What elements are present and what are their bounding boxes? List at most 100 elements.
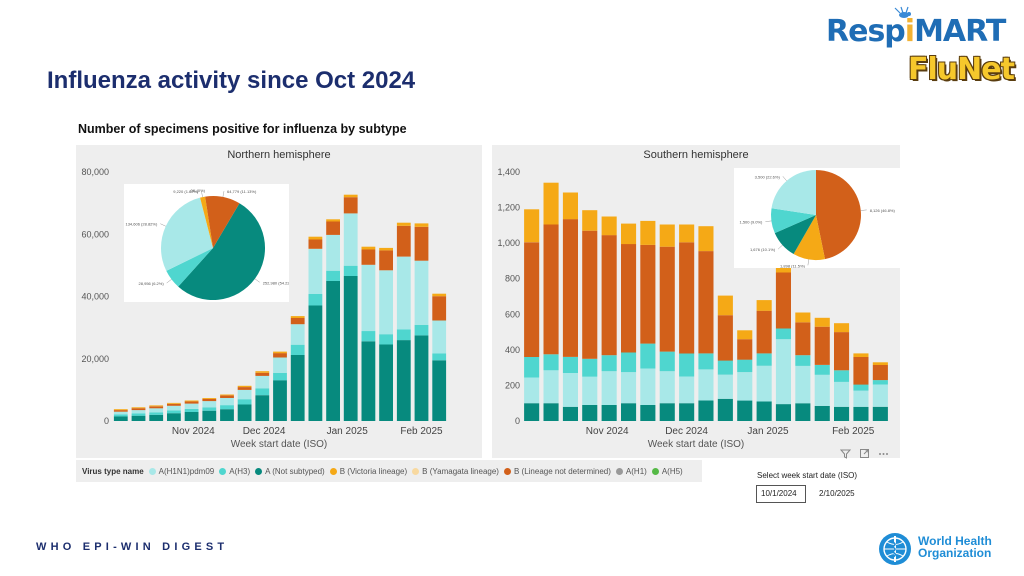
pie-slice-label: 28,956 (6.2%) xyxy=(139,281,165,286)
bar-segment xyxy=(795,403,811,421)
bar-segment xyxy=(308,248,323,294)
end-date-input[interactable]: 2/10/2025 xyxy=(814,485,864,503)
pie-slice-label: 3,500 (22.6%) xyxy=(755,174,781,179)
bar-segment xyxy=(343,265,358,276)
legend-item[interactable]: A (Not subtyped) xyxy=(255,467,325,476)
logo-respimart-text: RespiMART xyxy=(826,14,1006,49)
y-tick-label: 80,000 xyxy=(81,167,109,177)
bar-segment xyxy=(698,353,714,370)
legend-item[interactable]: A(H1N1)pdm09 xyxy=(148,467,214,476)
bar-segment xyxy=(113,414,128,417)
southern-hemisphere-bar-chart: Southern hemisphere 0 200 400 600 800 1,000 1,2… xyxy=(497,149,888,450)
legend-item[interactable]: A(H3) xyxy=(219,467,250,476)
bar-segment xyxy=(814,326,830,365)
bar-segment xyxy=(184,400,199,402)
chart-title: Southern hemisphere xyxy=(643,149,748,161)
bar-segment xyxy=(524,357,540,378)
bar-segment xyxy=(698,369,714,401)
section-title: Number of specimens positive for influen… xyxy=(78,122,407,136)
legend-item[interactable]: B (Lineage not determined) xyxy=(503,466,611,476)
bar-segment xyxy=(184,412,199,421)
x-axis-title: Week start date (ISO) xyxy=(648,439,745,450)
bar-segment xyxy=(872,380,888,385)
bar-segment xyxy=(775,272,791,329)
bar-segment xyxy=(872,406,888,421)
legend-label: B (Lineage not determined) xyxy=(513,466,611,476)
bar-segment xyxy=(379,270,393,335)
legend-item[interactable]: B (Victoria lineage) xyxy=(329,467,407,476)
legend-item[interactable]: B (Yamagata lineage) xyxy=(412,467,499,476)
bar-segment xyxy=(149,414,164,421)
bar-segment xyxy=(621,372,637,404)
bar-segment xyxy=(220,394,234,396)
bar-segment xyxy=(361,341,376,421)
bar-segment xyxy=(601,355,617,372)
start-date-input[interactable]: 10/1/2024 xyxy=(756,485,806,503)
pie-leader-line xyxy=(166,279,172,284)
y-tick-label: 400 xyxy=(505,345,520,355)
x-tick-label: Feb 2025 xyxy=(832,426,875,437)
x-tick-label: Dec 2024 xyxy=(665,426,708,437)
bar-segment xyxy=(202,401,217,408)
bar-segment xyxy=(756,300,772,311)
bar-segment xyxy=(834,370,850,382)
pie-leader-line xyxy=(807,259,810,266)
bar-segment xyxy=(659,351,675,372)
legend-swatch xyxy=(148,467,156,475)
bar-segment xyxy=(853,390,869,407)
bar-segment xyxy=(640,244,656,344)
bar-segment xyxy=(524,209,540,243)
northern-hemisphere-bar-chart: Northern hemisphere 0 20,000 40,000 60,000 80… xyxy=(81,149,447,450)
bar-segment xyxy=(543,224,559,355)
bar-segment xyxy=(795,365,811,404)
bar-segment xyxy=(113,410,128,412)
focus-mode-icon[interactable] xyxy=(859,448,870,459)
bar-segment xyxy=(273,380,287,421)
bar-segment xyxy=(834,406,850,421)
bar-segment xyxy=(679,376,695,404)
bar-segment xyxy=(640,405,656,421)
pie-slice-label: 64,779 (11.13%) xyxy=(227,189,257,194)
bar-segment xyxy=(432,293,447,297)
bar-segment xyxy=(872,362,888,365)
bar-segment xyxy=(601,371,617,405)
bar-segment xyxy=(814,317,830,327)
pie-slice xyxy=(200,196,213,248)
pie-leader-line xyxy=(777,244,783,250)
y-tick-label: 800 xyxy=(505,274,520,284)
bar-segment xyxy=(167,402,181,404)
who-logo: World Health Organization xyxy=(876,530,996,568)
bar-segment xyxy=(601,405,617,421)
legend-title: Virus type name xyxy=(82,466,144,476)
bar-segment xyxy=(379,344,393,421)
bar-segment xyxy=(184,401,199,404)
bar-segment xyxy=(255,371,270,373)
bar-segment xyxy=(853,406,869,421)
bar-segment xyxy=(326,219,340,222)
mosquito-icon xyxy=(894,6,911,18)
footer-text: WHO EPI-WIN DIGEST xyxy=(36,541,229,553)
legend-item[interactable]: A(H1) xyxy=(615,467,647,476)
bar-segment xyxy=(737,359,753,373)
bar-segment xyxy=(834,332,850,371)
x-tick-label: Feb 2025 xyxy=(400,426,443,437)
filter-icon[interactable] xyxy=(840,448,851,459)
bar-segment xyxy=(131,413,146,416)
bar-segment xyxy=(343,213,358,266)
bar-segment xyxy=(184,408,199,412)
more-options-icon[interactable] xyxy=(878,448,889,459)
southern-hemisphere-pie-panel: 8,126 (46.8%) 1,898 (11.5%) 1,676 (10.1%) 1… xyxy=(734,168,900,268)
y-tick-label: 200 xyxy=(505,380,520,390)
y-tick-label: 1,200 xyxy=(497,203,520,213)
bar-segment xyxy=(582,358,598,377)
bar-segment xyxy=(308,305,323,421)
bar-segment xyxy=(273,357,287,373)
pie-leader-line xyxy=(254,278,260,283)
bar-segment xyxy=(717,374,733,399)
bar-segment xyxy=(853,357,869,385)
legend-item[interactable]: A(H5) xyxy=(651,467,683,476)
bar-segment xyxy=(679,353,695,377)
bar-segment xyxy=(717,295,733,316)
bar-segment xyxy=(834,381,850,407)
visual-toolbar xyxy=(840,448,900,462)
